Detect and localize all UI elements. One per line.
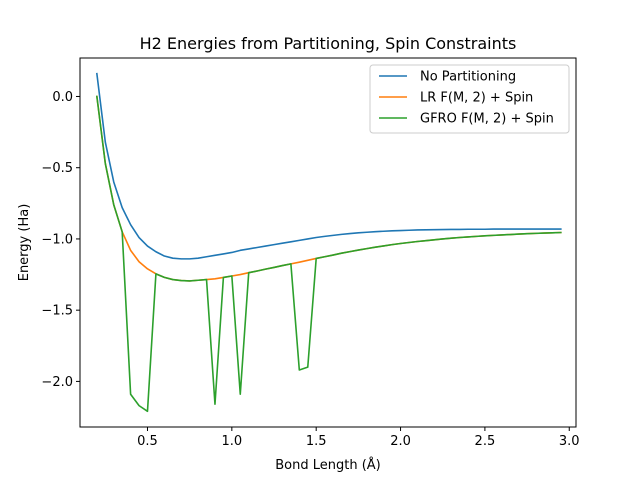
x-tick-label: 0.5 — [137, 434, 158, 449]
legend: No Partitioning LR F(M, 2) + Spin GFRO F(M… — [369, 64, 570, 134]
x-tick-label: 3.0 — [559, 434, 580, 449]
chart-title: H2 Energies from Partitioning, Spin Cons… — [140, 34, 517, 53]
plot-frame — [79, 57, 577, 428]
legend-label: LR F(M, 2) + Spin — [420, 91, 533, 106]
y-tick-label: 0.0 — [52, 90, 73, 105]
series-layer — [95, 72, 562, 413]
series-line-no-partitioning — [95, 72, 562, 260]
y-tick-label: −1.5 — [41, 304, 73, 319]
x-tick-label: 1.0 — [221, 434, 242, 449]
x-tick-label: 2.0 — [390, 434, 411, 449]
x-tick-label: 1.5 — [306, 434, 327, 449]
legend-label: GFRO F(M, 2) + Spin — [420, 112, 554, 127]
series-line-gfro-f-m-2-spin — [95, 95, 562, 413]
x-tick-label: 2.5 — [475, 434, 496, 449]
y-tick-label: −2.0 — [41, 375, 73, 390]
y-axis-label: Energy (Ha) — [17, 204, 32, 282]
legend-items: No Partitioning LR F(M, 2) + Spin GFRO F(M… — [379, 70, 554, 127]
y-tick-label: −1.0 — [41, 232, 73, 247]
x-axis-label: Bond Length (Å) — [275, 457, 381, 473]
axes-layer: 0.5 1.0 1.5 2.0 2.5 3.0 0.0 −0.5 −1.0 −1.5 −2.0 — [41, 90, 579, 449]
legend-box — [369, 64, 570, 134]
y-tick-label: −0.5 — [41, 161, 73, 176]
legend-label: No Partitioning — [420, 70, 516, 85]
